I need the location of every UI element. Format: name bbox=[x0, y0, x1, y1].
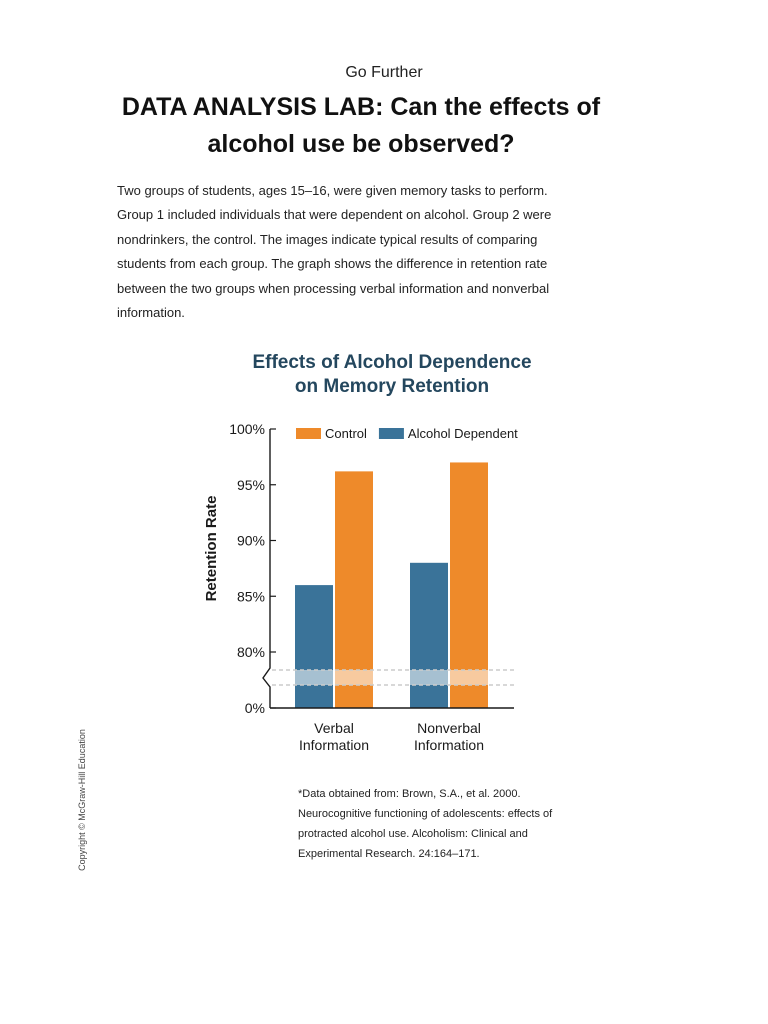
eyebrow-heading: Go Further bbox=[345, 64, 423, 81]
y-tick-label: 90% bbox=[237, 533, 265, 549]
legend-label-control: Control bbox=[325, 426, 367, 441]
y-axis-line bbox=[262, 429, 271, 708]
y-tick-label: 85% bbox=[237, 588, 265, 604]
chart-title: on Memory Retention bbox=[295, 376, 489, 397]
y-tick-label: 80% bbox=[237, 644, 265, 660]
bar-control-0 bbox=[335, 471, 373, 708]
legend-swatch-alcohol-dependent bbox=[378, 428, 404, 439]
intro-paragraph: Two groups of students, ages 15–16, were… bbox=[117, 183, 552, 321]
x-tick-label: Information bbox=[299, 737, 369, 753]
legend-swatch-control bbox=[296, 428, 321, 439]
x-tick-label: Information bbox=[414, 737, 484, 753]
bar-control-1 bbox=[450, 462, 488, 708]
source-citation: *Data obtained from: Brown, S.A., et al.… bbox=[298, 788, 553, 860]
x-tick-label: Nonverbal bbox=[417, 720, 481, 736]
bar-chart: Effects of Alcohol Dependence on Memory R… bbox=[203, 352, 532, 753]
legend-label-alcohol-dependent: Alcohol Dependent bbox=[408, 426, 518, 441]
axis-break-band bbox=[272, 670, 514, 685]
y-tick-label: 95% bbox=[237, 477, 265, 493]
y-tick-label: 0% bbox=[245, 700, 265, 716]
chart-title: Effects of Alcohol Dependence bbox=[252, 352, 531, 373]
page-title: DATA ANALYSIS LAB: Can the effects of al… bbox=[121, 93, 601, 158]
bar-alcohol-dependent-1 bbox=[410, 562, 448, 708]
copyright-notice: Copyright © McGraw-Hill Education bbox=[77, 729, 87, 871]
bar-alcohol-dependent-0 bbox=[295, 585, 333, 708]
y-tick-label: 100% bbox=[229, 421, 265, 437]
x-tick-label: Verbal bbox=[314, 720, 354, 736]
y-axis-label: Retention Rate bbox=[203, 496, 220, 602]
